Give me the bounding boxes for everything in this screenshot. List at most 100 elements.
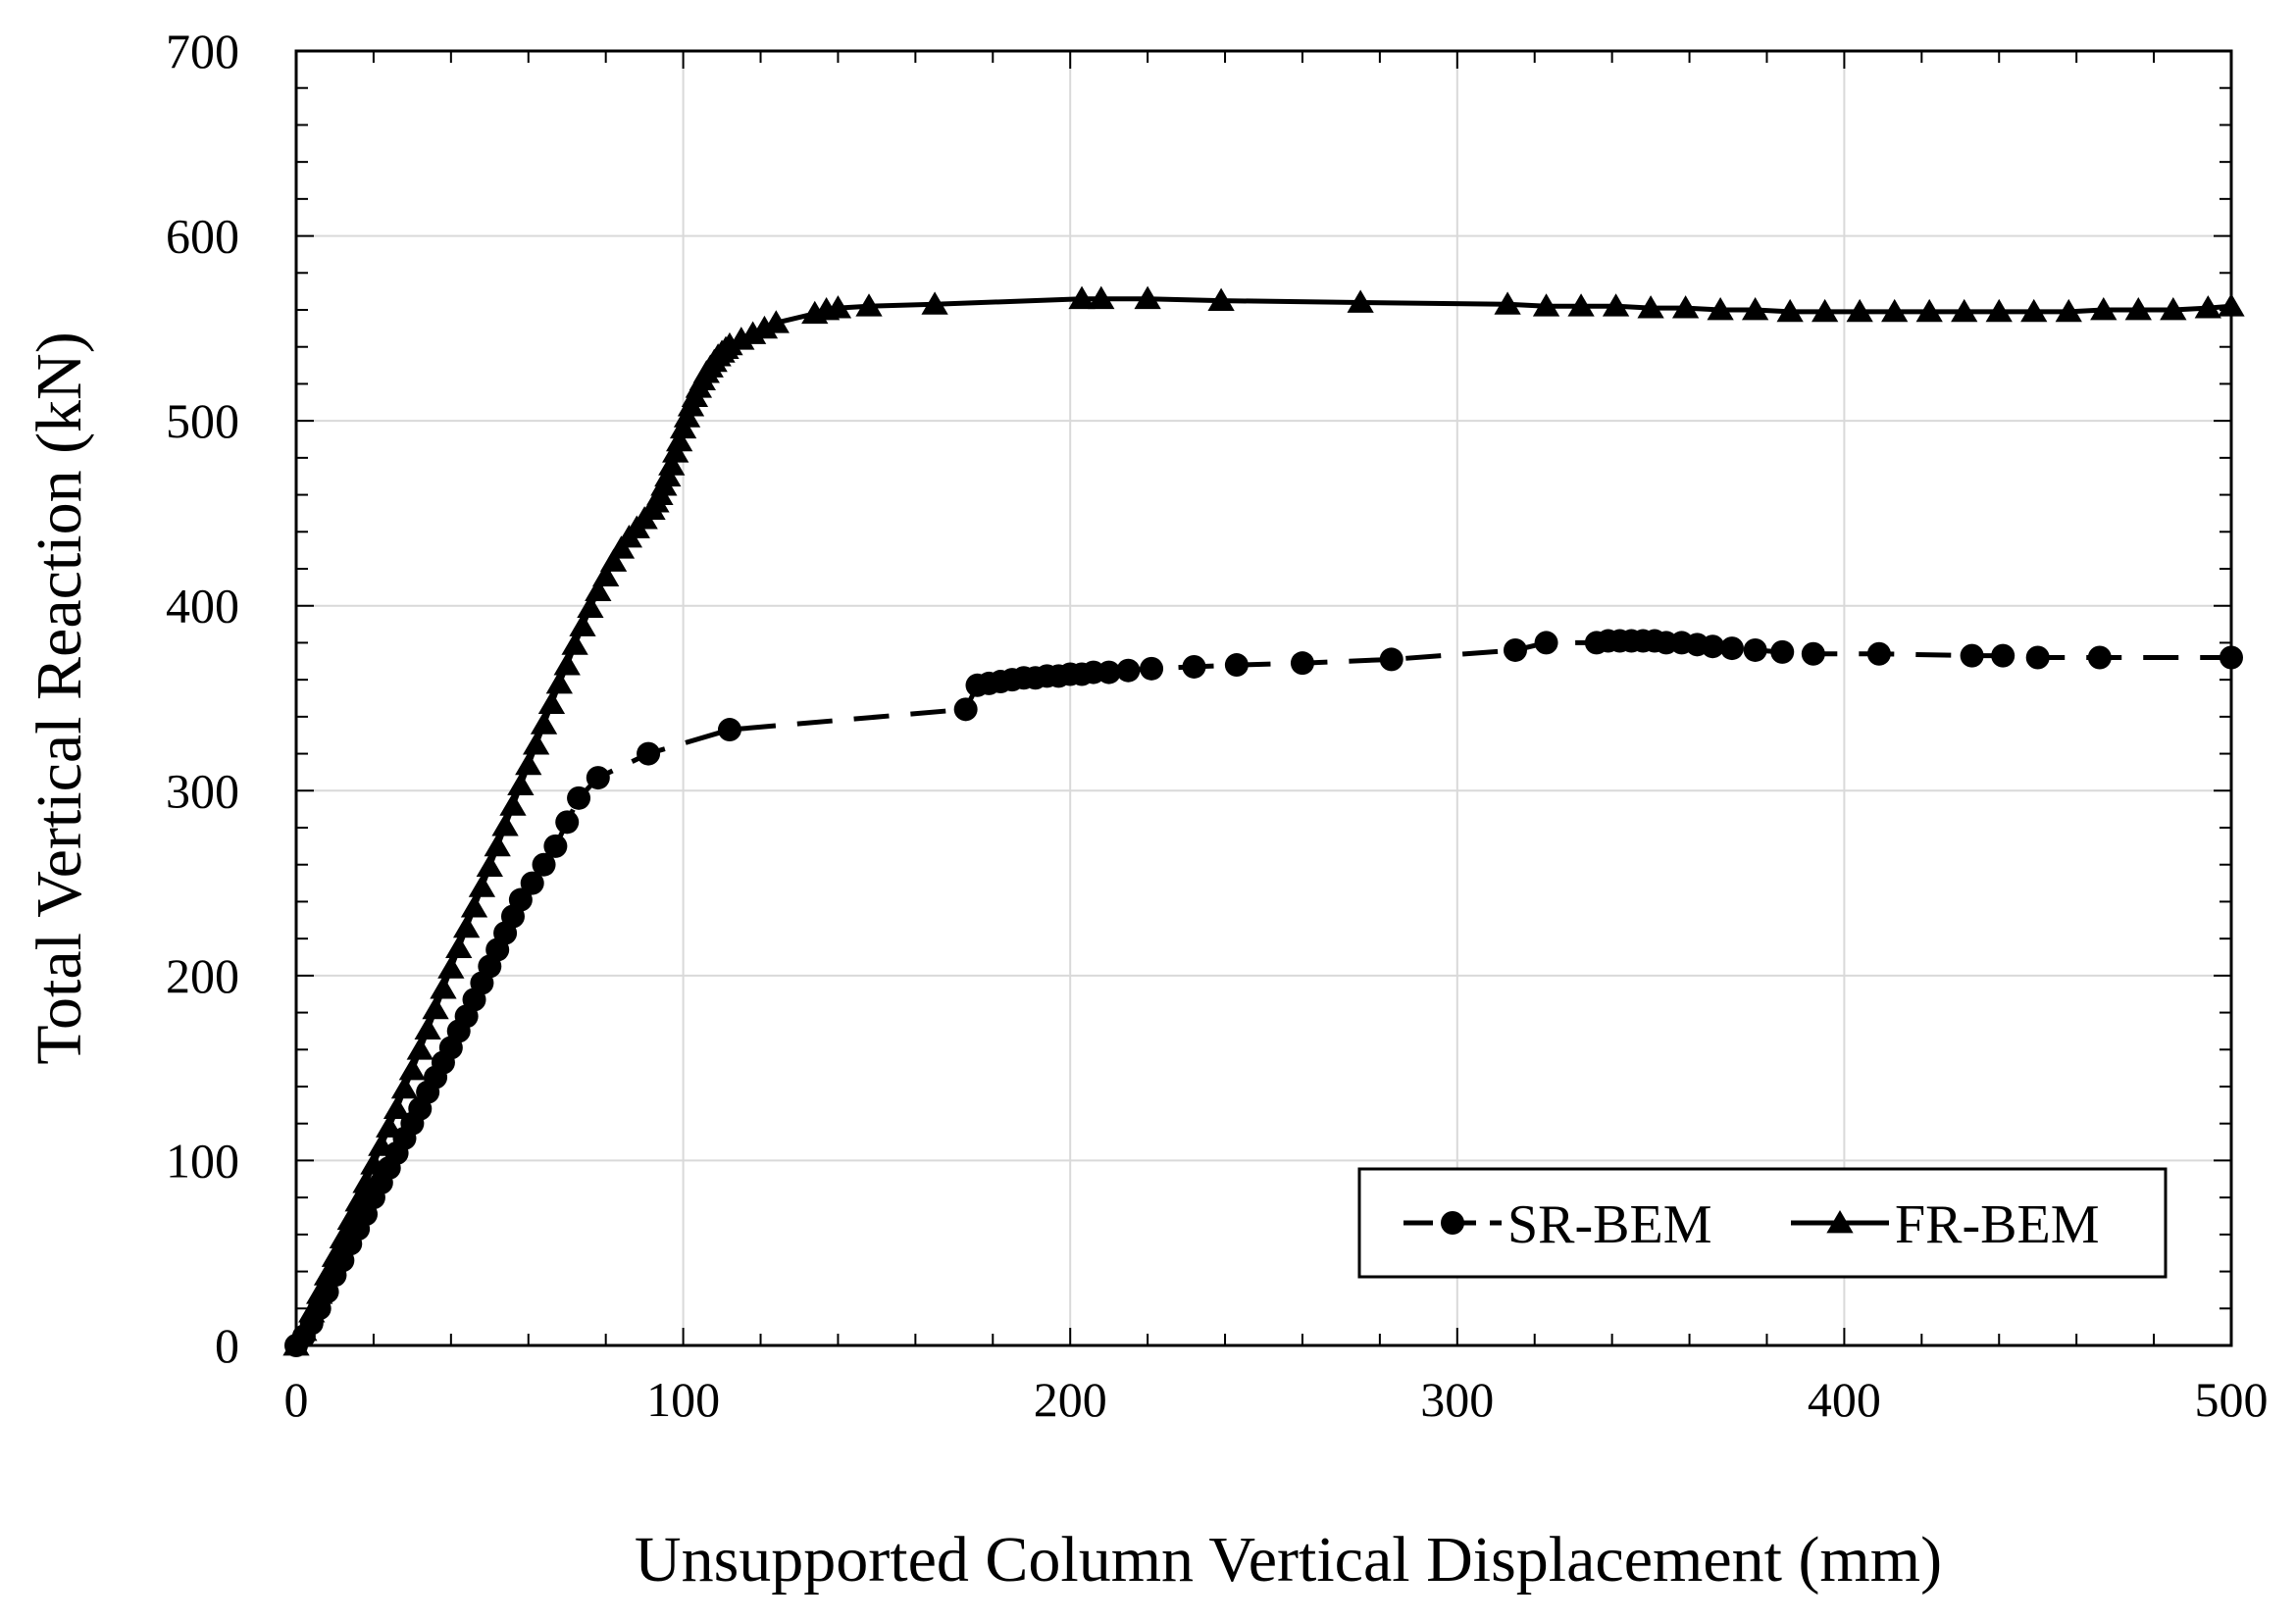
data-point-fr-bem <box>1494 291 1521 315</box>
data-point-sr-bem <box>555 810 580 835</box>
data-point-fr-bem <box>445 935 473 958</box>
legend-item-fr-bem: FR-BEM <box>1791 1194 2100 1255</box>
data-point-fr-bem <box>1671 295 1700 319</box>
data-point-fr-bem <box>476 853 503 877</box>
data-point-fr-bem <box>468 874 496 897</box>
series-fr-bem <box>282 285 2245 1356</box>
data-point-fr-bem <box>406 1037 434 1060</box>
data-point-sr-bem <box>2087 645 2112 670</box>
legend-swatch-marker <box>1826 1210 1854 1234</box>
plot-frame <box>294 49 2233 1347</box>
x-tick-label: 0 <box>284 1372 309 1427</box>
data-point-fr-bem <box>1811 298 1839 323</box>
y-tick-label: 100 <box>166 1133 239 1188</box>
data-point-fr-bem <box>376 1114 403 1138</box>
data-point-fr-bem <box>368 1133 395 1156</box>
data-point-fr-bem <box>1532 293 1560 317</box>
data-point-fr-bem <box>1347 289 1374 313</box>
data-point-fr-bem <box>1776 298 1804 323</box>
data-point-sr-bem <box>1224 653 1249 678</box>
data-point-sr-bem <box>1140 656 1164 681</box>
data-point-fr-bem <box>762 310 790 333</box>
gridlines <box>296 51 2231 1345</box>
data-point-sr-bem <box>1701 634 1725 659</box>
data-point-fr-bem <box>329 1225 357 1249</box>
data-point-sr-bem <box>1719 636 1744 661</box>
y-tick-label: 700 <box>166 24 239 78</box>
data-point-fr-bem <box>430 976 457 999</box>
y-tick-label: 0 <box>215 1318 239 1373</box>
data-point-sr-bem <box>520 871 544 895</box>
data-point-sr-bem <box>1182 654 1206 679</box>
data-point-fr-bem <box>1881 298 1909 323</box>
data-point-sr-bem <box>1801 641 1825 666</box>
x-tick-label: 200 <box>1034 1372 1107 1427</box>
x-tick-label: 500 <box>2195 1372 2269 1427</box>
data-point-sr-bem <box>1503 637 1527 662</box>
data-point-fr-bem <box>344 1188 372 1212</box>
data-point-fr-bem <box>523 732 550 755</box>
data-point-sr-bem <box>1534 631 1558 655</box>
data-point-fr-bem <box>585 578 612 602</box>
data-point-fr-bem <box>313 1262 341 1286</box>
data-point-fr-bem <box>491 813 519 836</box>
data-point-fr-bem <box>666 428 693 452</box>
x-tick-label: 300 <box>1420 1372 1494 1427</box>
data-point-fr-bem <box>1951 298 1978 323</box>
data-point-fr-bem <box>2124 297 2152 321</box>
data-point-fr-bem <box>1134 285 1161 310</box>
data-point-fr-bem <box>298 1299 326 1323</box>
data-point-fr-bem <box>2160 297 2187 321</box>
data-point-fr-bem <box>452 914 481 938</box>
data-point-fr-bem <box>577 594 604 618</box>
data-point-fr-bem <box>1985 298 2013 323</box>
x-tick-label: 400 <box>1808 1372 1881 1427</box>
x-axis-title: Unsupported Column Vertical Displacement… <box>635 1524 1942 1596</box>
data-point-sr-bem <box>1379 647 1403 672</box>
legend-label: SR-BEM <box>1507 1194 1712 1255</box>
data-point-fr-bem <box>437 955 465 979</box>
y-tick-label: 400 <box>166 579 239 634</box>
data-point-fr-bem <box>306 1281 333 1304</box>
data-point-fr-bem <box>1915 298 1943 323</box>
y-tick-label: 600 <box>166 209 239 264</box>
data-point-sr-bem <box>1743 637 1767 662</box>
data-point-fr-bem <box>1088 285 1115 310</box>
data-point-fr-bem <box>1207 287 1235 311</box>
data-point-fr-bem <box>390 1075 419 1099</box>
data-point-fr-bem <box>530 711 558 735</box>
legend-item-sr-bem: SR-BEM <box>1403 1194 1712 1255</box>
data-point-sr-bem <box>586 766 610 790</box>
data-point-fr-bem <box>507 772 535 796</box>
data-point-sr-bem <box>1290 651 1314 676</box>
data-point-fr-bem <box>2194 295 2221 319</box>
data-point-fr-bem <box>414 1016 441 1039</box>
data-point-sr-bem <box>1960 643 1984 668</box>
data-point-fr-bem <box>2090 297 2117 321</box>
data-point-fr-bem <box>499 792 527 816</box>
data-point-sr-bem <box>1116 658 1141 683</box>
data-point-sr-bem <box>543 834 568 858</box>
tick-labels: 0 100 200 300 400 500 0 100 200 300 400 500 600 700 <box>166 24 2269 1427</box>
data-point-fr-bem <box>824 295 852 319</box>
data-point-fr-bem <box>855 293 883 317</box>
x-tick-label: 100 <box>646 1372 720 1427</box>
legend-swatch-marker <box>1441 1211 1464 1235</box>
data-point-fr-bem <box>460 894 488 918</box>
data-point-sr-bem <box>637 741 661 766</box>
legend-label: FR-BEM <box>1895 1194 2100 1255</box>
data-point-sr-bem <box>508 887 533 912</box>
data-point-fr-bem <box>2020 298 2048 323</box>
y-axis-title: Total Vertical Reaction (kN) <box>24 331 95 1064</box>
data-point-fr-bem <box>1068 285 1096 310</box>
data-point-fr-bem <box>398 1057 427 1081</box>
data-point-fr-bem <box>1707 297 1734 321</box>
data-point-fr-bem <box>336 1206 364 1231</box>
data-point-fr-bem <box>537 690 566 715</box>
data-point-fr-bem <box>352 1170 380 1193</box>
data-point-sr-bem <box>953 697 978 722</box>
data-point-fr-bem <box>515 751 542 776</box>
data-point-fr-bem <box>592 563 620 586</box>
